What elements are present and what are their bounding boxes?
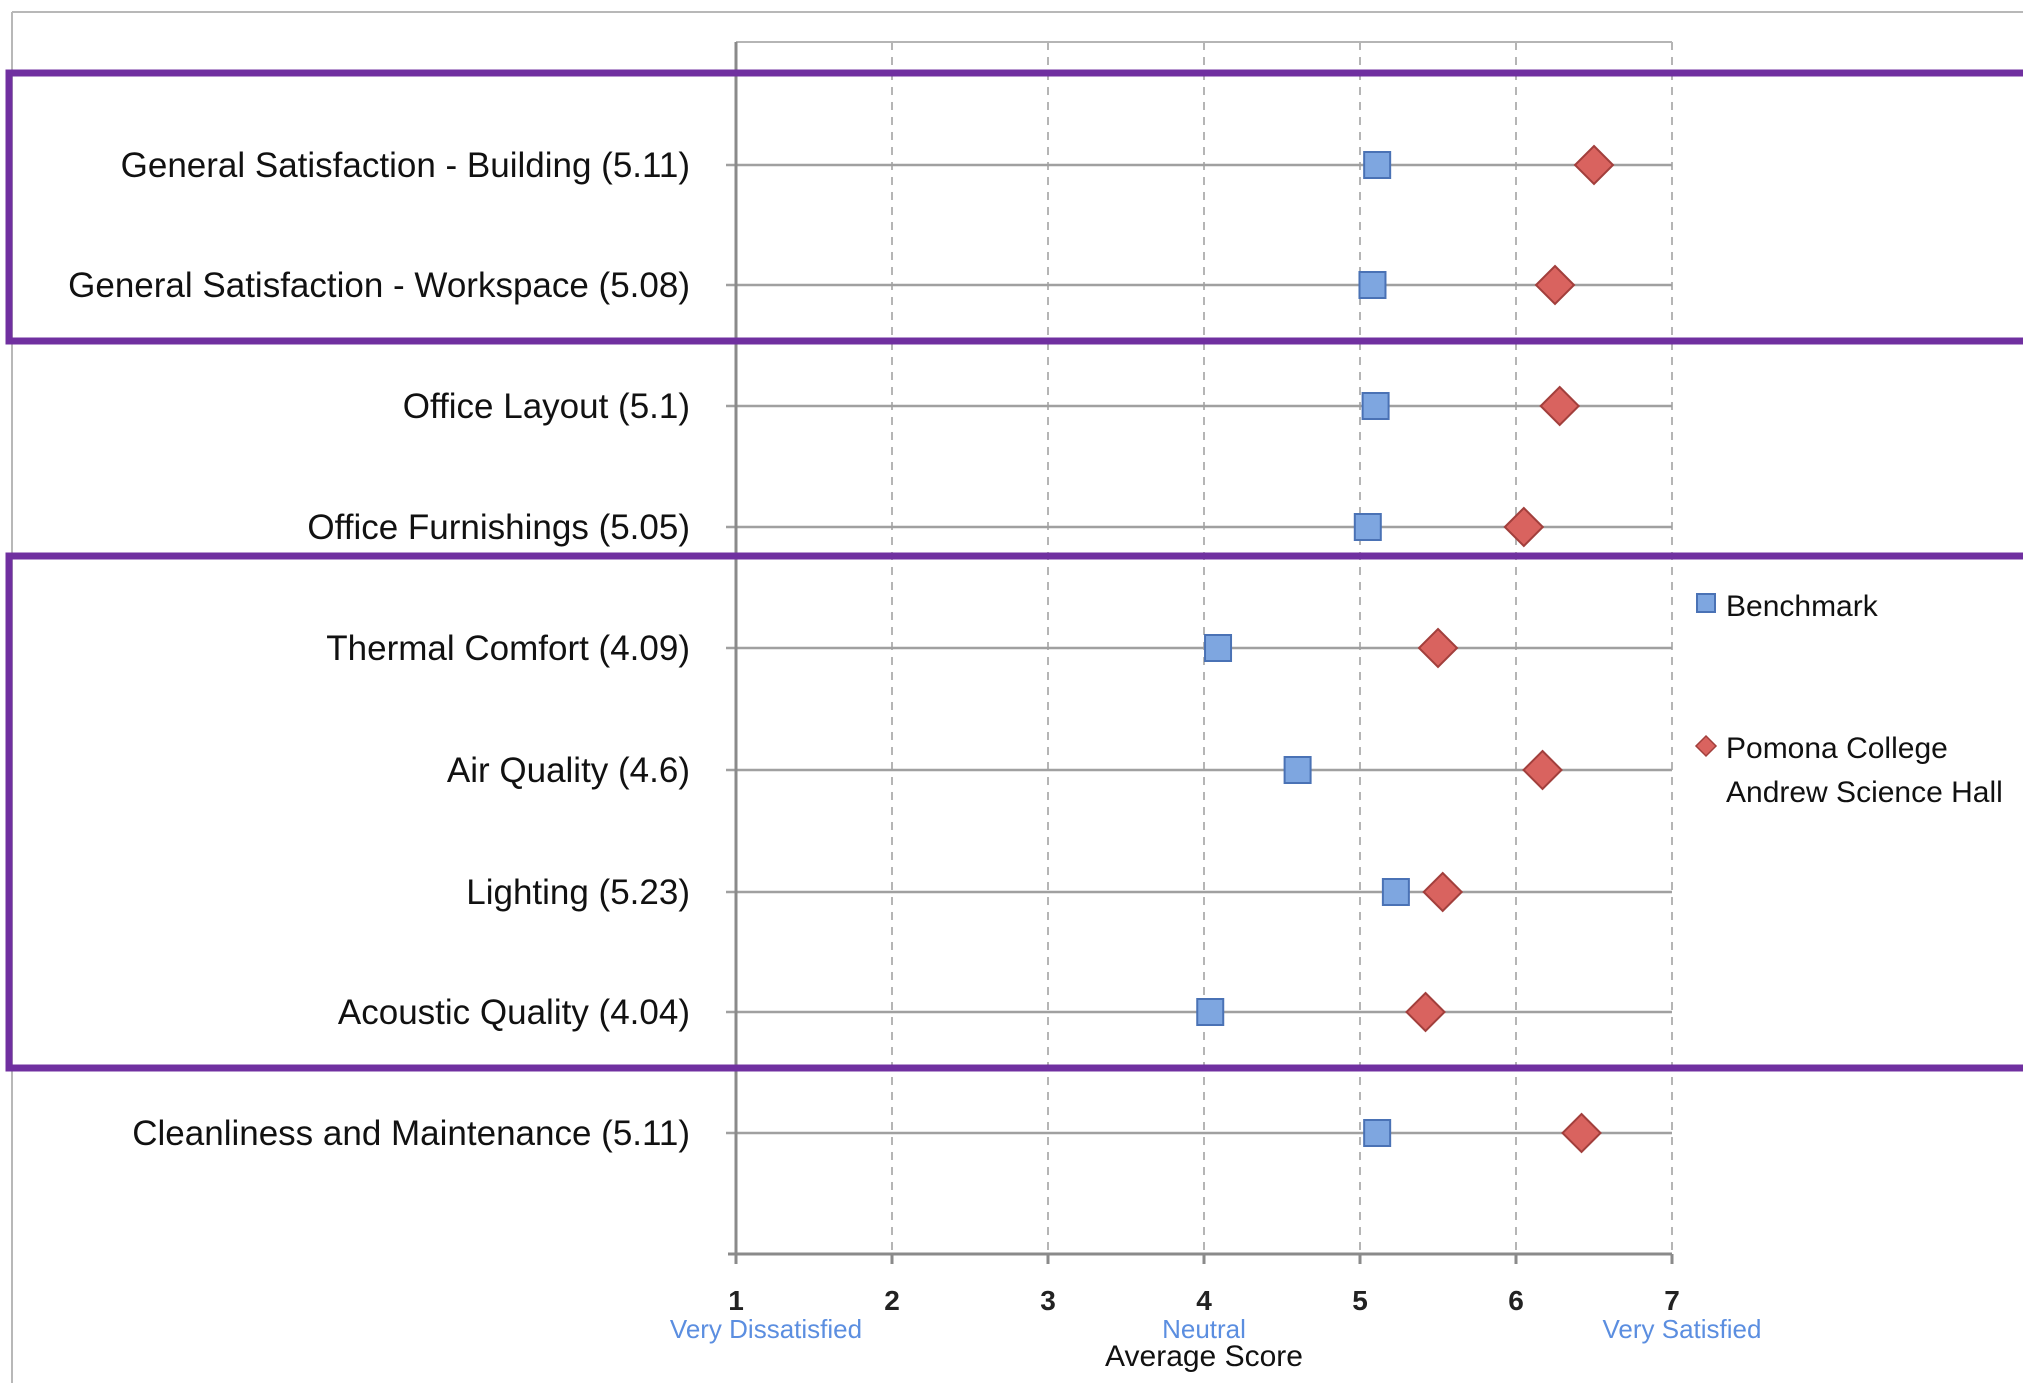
pomona-marker-7 [1405,991,1446,1033]
x-tick-annotation-4: Neutral [1162,1314,1246,1344]
legend-benchmark-swatch [1696,593,1716,613]
x-tick-label-7: 7 [1664,1285,1680,1316]
x-tick-label-1: 1 [728,1285,744,1316]
highlight-box-1 [5,552,2023,1072]
x-tick-annotation-7: Very Satisfied [1603,1314,1762,1344]
benchmark-marker-1 [1358,271,1387,299]
pomona-marker-2 [1539,385,1581,427]
benchmark-marker-8 [1363,1119,1392,1147]
category-label-1: General Satisfaction - Workspace (5.08) [68,266,690,305]
category-label-3: Office Furnishings (5.05) [307,508,690,547]
category-label-2: Office Layout (5.1) [403,387,690,426]
pomona-marker-8 [1561,1112,1602,1154]
x-tick-label-5: 5 [1352,1285,1368,1316]
benchmark-marker-6 [1381,878,1410,906]
x-tick-label-4: 4 [1196,1285,1212,1316]
x-tick-label-6: 6 [1508,1285,1524,1316]
pomona-marker-0 [1573,144,1615,186]
legend-pomona-label: Pomona College Andrew Science Hall [1726,732,2003,809]
benchmark-marker-5 [1283,756,1312,784]
category-label-0: General Satisfaction - Building (5.11) [121,146,690,185]
category-label-8: Cleanliness and Maintenance (5.11) [132,1114,690,1153]
legend-pomona-label-line2: Andrew Science Hall [1726,776,2003,809]
legend-pomona-label-line1: Pomona College [1726,732,1948,765]
benchmark-marker-4 [1204,634,1233,662]
benchmark-marker-0 [1363,151,1392,179]
category-label-7: Acoustic Quality (4.04) [338,993,690,1032]
benchmark-marker-3 [1353,513,1382,541]
category-label-4: Thermal Comfort (4.09) [326,629,690,668]
pomona-marker-4 [1417,627,1459,669]
benchmark-marker-7 [1196,998,1225,1026]
x-tick-annotation-1: Very Dissatisfied [670,1314,862,1344]
legend-pomona-swatch [1694,734,1718,758]
pomona-marker-6 [1422,871,1464,913]
legend-benchmark-label: Benchmark [1726,590,1879,623]
category-label-5: Air Quality (4.6) [447,751,690,790]
x-tick-label-2: 2 [884,1285,900,1316]
pomona-marker-5 [1522,749,1563,791]
category-label-6: Lighting (5.23) [466,873,690,912]
highlight-box-0 [5,69,2023,345]
x-tick-label-3: 3 [1040,1285,1056,1316]
pomona-marker-3 [1503,506,1545,548]
pomona-marker-1 [1534,264,1576,306]
x-axis-title: Average Score [1105,1340,1303,1373]
benchmark-marker-2 [1361,392,1390,420]
